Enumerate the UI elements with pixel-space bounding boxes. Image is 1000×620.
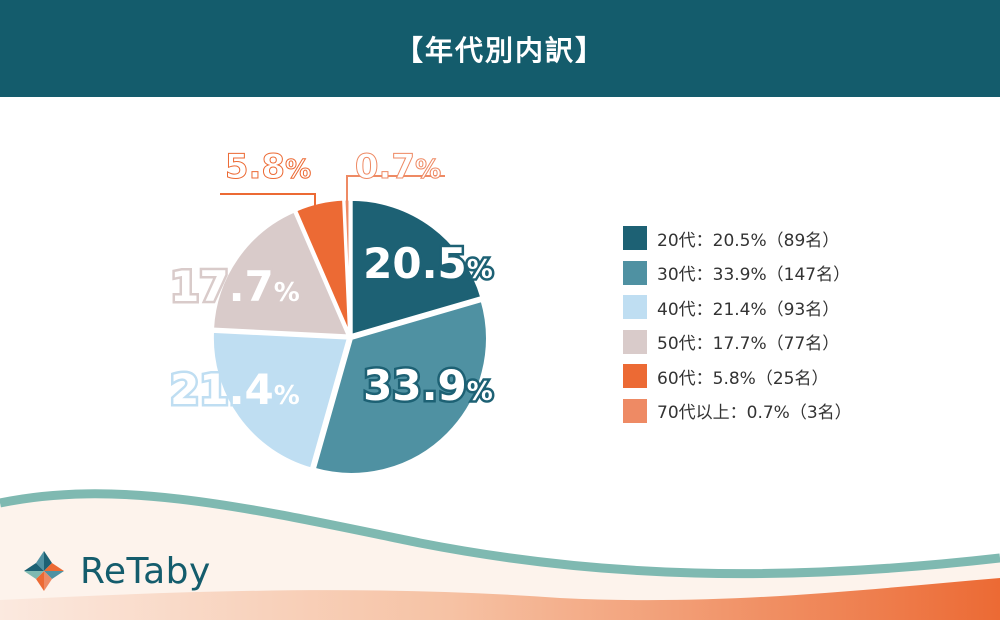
leader-line-5 — [220, 193, 316, 206]
legend-swatch — [623, 226, 647, 250]
legend-item: 30代：33.9%（147名） — [623, 260, 923, 285]
legend-swatch — [623, 364, 647, 388]
legend-item: 20代：20.5%（89名） — [623, 226, 923, 251]
legend-label: 30代：33.9%（147名） — [657, 265, 851, 285]
slice-label-1: 20.5% — [363, 239, 493, 288]
legend-swatch — [623, 398, 647, 423]
pie-slice-3 — [210, 329, 350, 471]
slice-label-5: 5.8% — [225, 147, 311, 187]
chart-legend: 20代：20.5%（89名） 30代：33.9%（147名） 40代：21.4%（9… — [623, 226, 923, 433]
legend-item: 40代：21.4%（93名） — [623, 295, 923, 320]
logo-text: ReTaby — [80, 550, 211, 592]
slice-label-3: 21.4% — [170, 365, 300, 414]
retaby-logo: ReTaby — [22, 549, 211, 593]
legend-swatch — [623, 329, 647, 354]
pinwheel-logo-icon — [24, 551, 64, 591]
header-bar: 【年代別内訳】 — [0, 0, 1000, 97]
legend-label: 50代：17.7%（77名） — [657, 334, 840, 354]
legend-item: 70代以上：0.7%（3名） — [623, 398, 923, 423]
slice-label-2: 33.9% — [363, 361, 493, 410]
pie-slice-4 — [211, 209, 350, 338]
pie-slice-1 — [349, 197, 484, 337]
slice-label-4: 17.7% — [170, 262, 300, 311]
legend-swatch — [623, 295, 647, 319]
pie-chart: 20.5% 33.9% 21.4% 17.7% 5.8% 0.7% — [168, 147, 495, 476]
legend-label: 20代：20.5%（89名） — [657, 230, 840, 251]
legend-item: 60代：5.8%（25名） — [623, 364, 923, 389]
page-title: 【年代別内訳】 — [394, 33, 605, 67]
legend-label: 40代：21.4%（93名） — [657, 299, 840, 320]
legend-item: 50代：17.7%（77名） — [623, 329, 923, 354]
legend-label: 70代以上：0.7%（3名） — [657, 403, 852, 423]
pie-slice-2 — [312, 298, 489, 476]
legend-swatch — [623, 260, 647, 285]
legend-label: 60代：5.8%（25名） — [657, 368, 829, 389]
leader-line-6 — [346, 175, 445, 206]
slice-label-6: 0.7% — [355, 147, 441, 187]
